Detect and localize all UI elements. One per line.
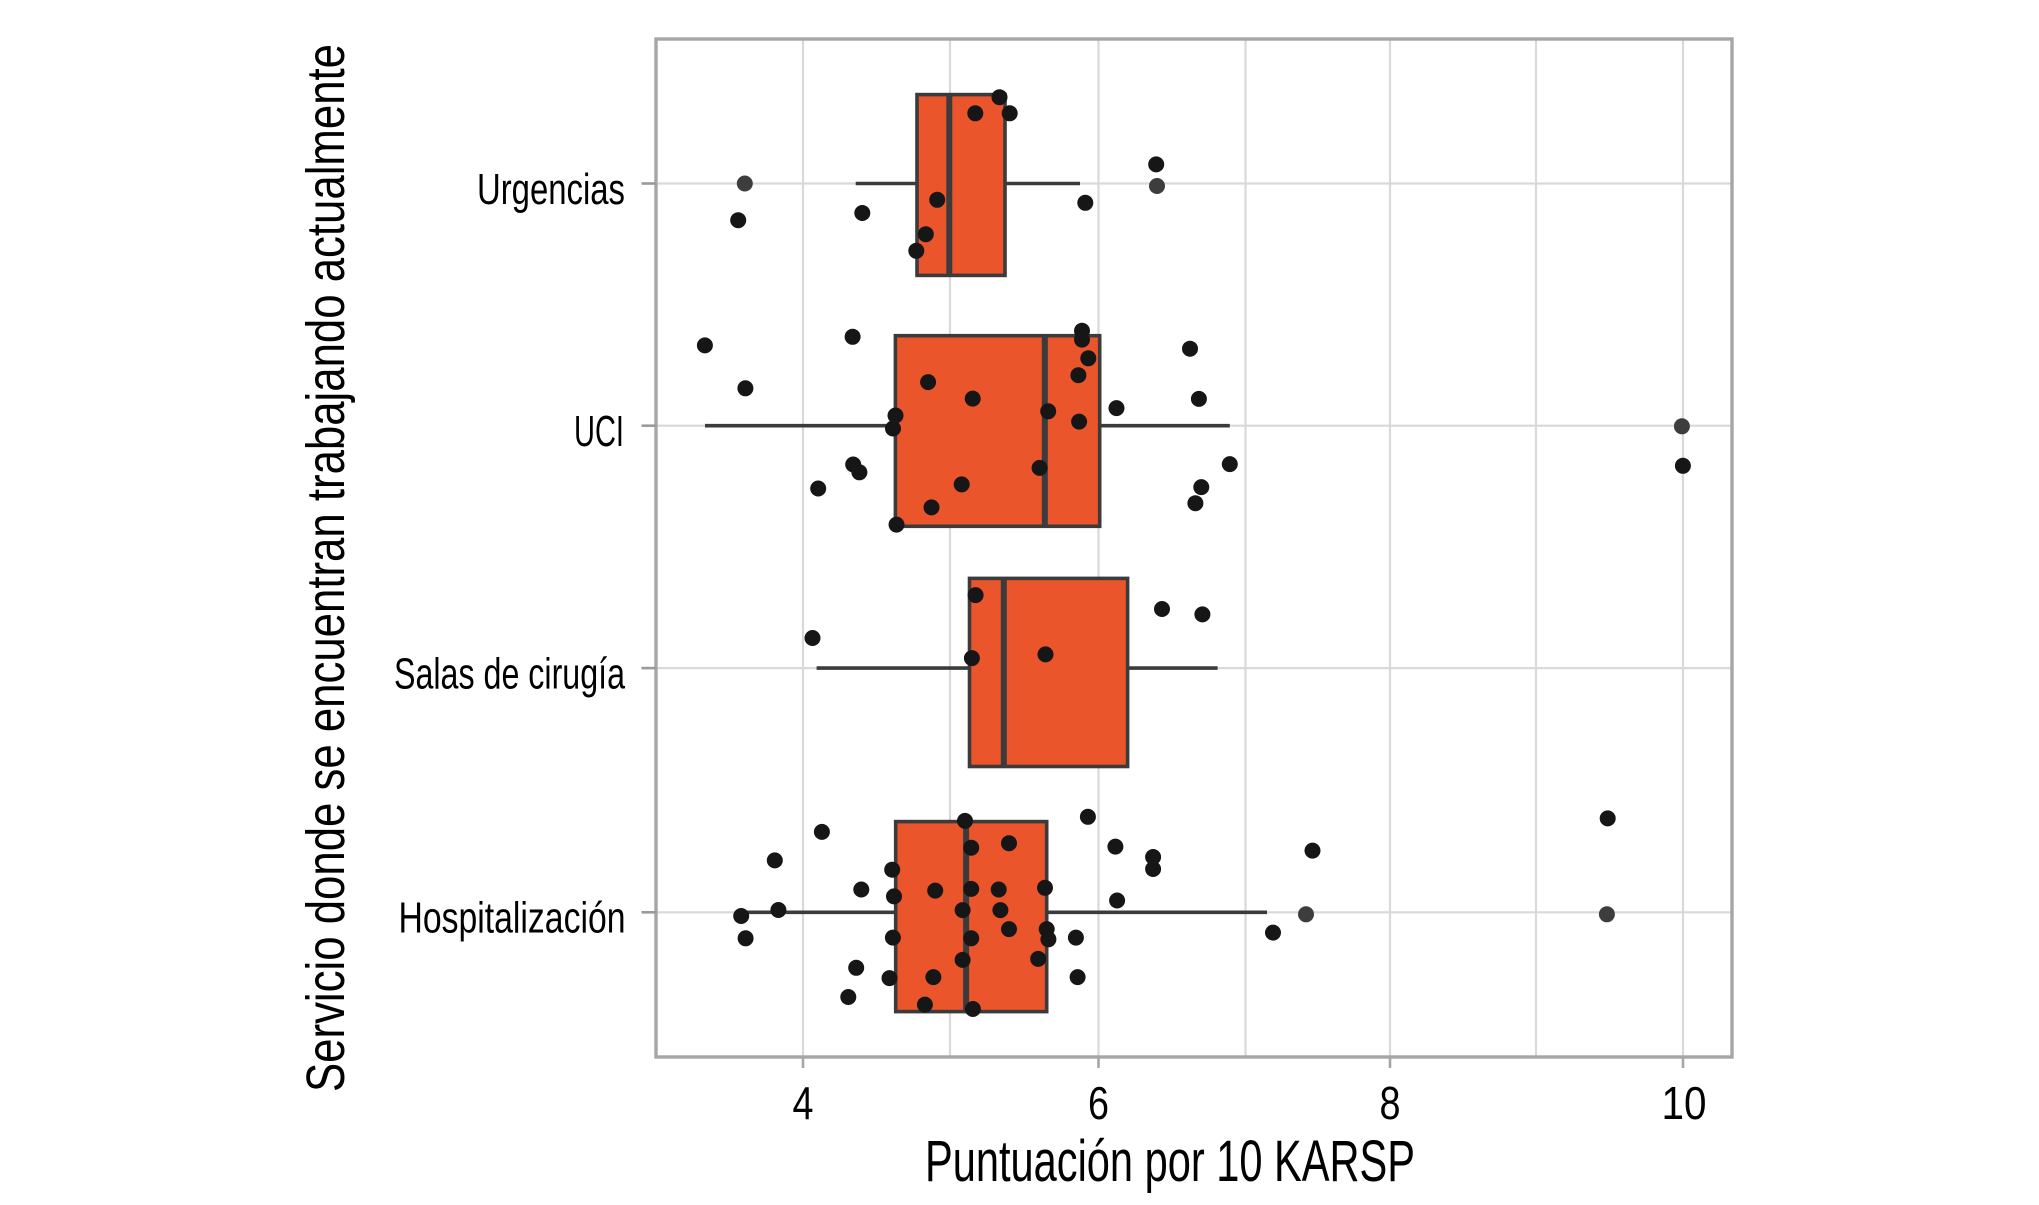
svg-text:4: 4 [793, 1077, 814, 1129]
svg-text:Puntuación por 10 KARSP: Puntuación por 10 KARSP [925, 1129, 1415, 1194]
svg-text:Urgencias: Urgencias [477, 165, 625, 214]
svg-text:10: 10 [1662, 1077, 1707, 1129]
svg-text:6: 6 [1088, 1077, 1109, 1129]
svg-text:UCI: UCI [574, 407, 624, 456]
svg-text:Servicio donde se encuentran t: Servicio donde se encuentran trabajando … [296, 44, 356, 1092]
svg-text:8: 8 [1380, 1077, 1401, 1129]
svg-text:Hospitalización: Hospitalización [399, 894, 626, 943]
svg-text:Salas de cirugía: Salas de cirugía [394, 649, 625, 698]
